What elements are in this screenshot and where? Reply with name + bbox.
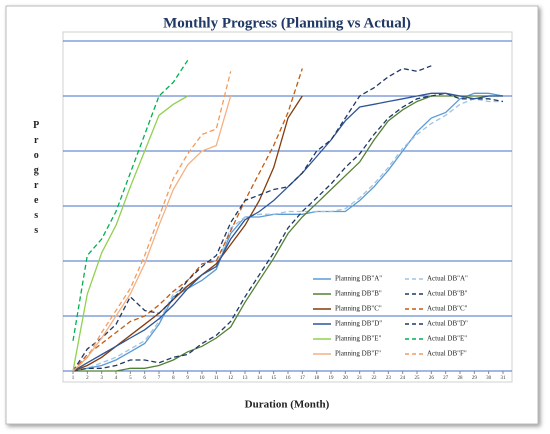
x-tick-label: 26 — [429, 376, 435, 381]
x-tick-label: 31 — [501, 376, 507, 381]
legend-label: Actual DB"F" — [427, 350, 467, 358]
plot-area — [62, 31, 513, 383]
legend-label: Actual DB"E" — [427, 335, 467, 343]
series-line — [72, 65, 432, 372]
legend-label: Actual DB"D" — [427, 320, 468, 328]
x-tick-label: 4 — [115, 376, 118, 381]
x-tick-label: 6 — [143, 376, 146, 381]
legend-label: Planning DB"B" — [335, 290, 382, 298]
series-line — [72, 98, 503, 372]
x-tick-label: 23 — [386, 376, 392, 381]
legend-label: Planning DB"D" — [335, 320, 382, 328]
chart-title: Monthly Progress (Planning vs Actual) — [163, 15, 411, 31]
x-tick-label: 27 — [443, 376, 449, 381]
x-tick-label: 8 — [172, 376, 175, 381]
x-tick-label: 7 — [158, 376, 161, 381]
x-tick-label: 24 — [400, 376, 406, 381]
x-tick-label: 11 — [214, 376, 219, 381]
x-tick-label: 1 — [72, 376, 75, 381]
series-line — [72, 92, 504, 372]
x-tick-label: 9 — [186, 376, 189, 381]
x-tick-label: 29 — [472, 376, 478, 381]
x-tick-label: 15 — [271, 376, 277, 381]
x-tick-label: 28 — [458, 376, 464, 381]
x-tick-label: 18 — [314, 376, 320, 381]
series-line — [72, 59, 189, 341]
x-tick-label: 3 — [100, 376, 103, 381]
x-tick-label: 20 — [343, 376, 349, 381]
series-line — [72, 92, 503, 372]
x-tick-label: 16 — [286, 376, 292, 381]
x-tick-label: 13 — [243, 376, 249, 381]
x-tick-label: 30 — [486, 376, 492, 381]
x-tick-label: 22 — [372, 376, 378, 381]
legend-label: Actual DB"A" — [427, 275, 468, 283]
legend-label: Planning DB"C" — [335, 305, 382, 313]
x-tick-label: 19 — [329, 376, 335, 381]
series-line — [72, 92, 504, 372]
series-line — [72, 95, 189, 372]
x-tick-label: 10 — [200, 376, 206, 381]
x-tick-label: 17 — [300, 376, 306, 381]
x-tick-label: 25 — [415, 376, 421, 381]
legend-label: Planning DB"A" — [335, 275, 382, 283]
legend-label: Actual DB"B" — [427, 290, 468, 298]
series-line — [72, 68, 303, 372]
series-line — [72, 95, 232, 372]
series-line — [72, 71, 232, 372]
x-tick-label: 2 — [86, 376, 89, 381]
y-axis-title: Progress — [31, 120, 42, 240]
legend-label: Actual DB"C" — [427, 305, 468, 313]
x-tick-label: 12 — [228, 376, 234, 381]
x-tick-label: 14 — [257, 376, 263, 381]
series-line — [72, 95, 303, 372]
x-axis-title: Duration (Month) — [245, 399, 330, 411]
legend-label: Planning DB"E" — [335, 335, 381, 343]
x-tick-label: 5 — [129, 376, 132, 381]
x-tick-label: 21 — [357, 376, 363, 381]
legend-label: Planning DB"F" — [335, 350, 381, 358]
